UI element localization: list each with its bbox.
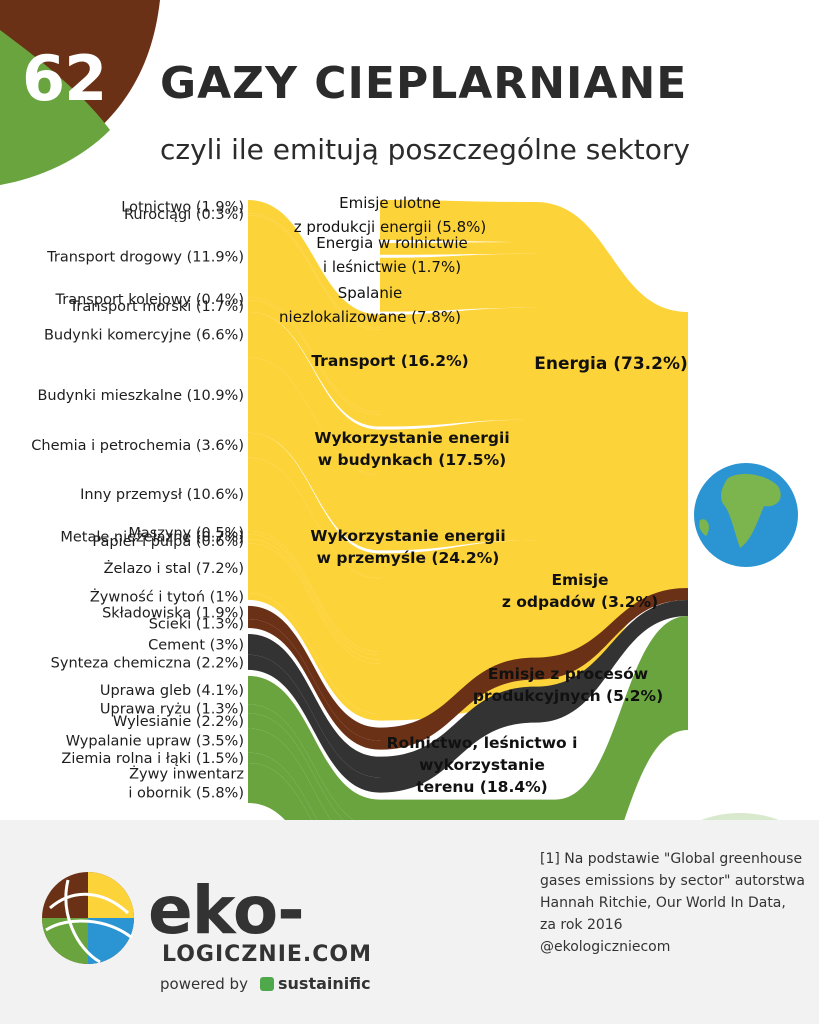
flow-band <box>248 539 380 664</box>
flow-band <box>380 307 535 427</box>
footer-panel <box>0 820 819 1024</box>
source-label: Uprawa gleb (4.1%) <box>100 683 244 699</box>
source-label: Maszyny (0.5%) <box>128 526 244 542</box>
node-label: z odpadów (3.2%) <box>502 593 658 611</box>
node-label: wykorzystanie <box>419 756 545 774</box>
source-label: Transport morski (1.7%) <box>69 299 244 315</box>
flow-band <box>248 300 380 427</box>
flow-band <box>380 253 535 312</box>
flow-band <box>380 419 535 551</box>
flow-band <box>248 654 380 793</box>
source-label: Żywy inwentarz <box>129 764 244 782</box>
source-label: Synteza chemiczna (2.2%) <box>51 655 244 671</box>
page-subtitle: czyli ile emitują poszczególne sektory <box>160 133 690 166</box>
node-label: w przemyśle (24.2%) <box>317 549 500 567</box>
source-line: [1] Na podstawie "Global greenhouse <box>540 851 803 867</box>
flow-band <box>380 242 535 255</box>
powered-by-label: powered by <box>160 975 248 993</box>
node-label: Spalanie <box>338 284 403 302</box>
flow-band <box>248 634 380 778</box>
node-label: z produkcji energii (5.8%) <box>294 218 487 236</box>
flow-band <box>248 543 380 714</box>
flow-band <box>535 202 688 708</box>
flow-band <box>248 534 380 660</box>
source-label: Wylesianie (2.2%) <box>113 714 244 730</box>
source-handle[interactable]: @ekologiczniecom <box>540 939 671 955</box>
flow-band <box>248 457 380 652</box>
source-label: Uprawa ryżu (1.3%) <box>100 702 244 718</box>
source-label: Inny przemysł (10.6%) <box>80 487 244 503</box>
source-label: Chemia i petrochemia (3.6%) <box>31 438 244 454</box>
sponsor-name: sustainific <box>278 974 371 993</box>
source-label: Rurociągi (0.3%) <box>124 207 244 223</box>
flow-band <box>535 600 688 723</box>
source-line: Hannah Ritchie, Our World In Data, <box>540 895 786 911</box>
flow-band <box>248 432 380 579</box>
node-label: Transport (16.2%) <box>311 352 468 370</box>
node-label: Wykorzystanie energii <box>314 429 509 447</box>
flow-band <box>248 357 380 551</box>
flow-band <box>248 297 380 415</box>
node-label: Emisje ulotne <box>339 194 441 212</box>
globe-continent <box>699 519 709 536</box>
source-label: Wypalanie upraw (3.5%) <box>66 733 244 749</box>
sponsor-logo[interactable]: sustainific <box>260 974 371 993</box>
logo-icon <box>42 872 134 964</box>
page-title: GAZY CIEPLARNIANE <box>160 58 688 109</box>
source-label: Transport drogowy (11.9%) <box>46 249 244 265</box>
source-label: Ścieki (1.3%) <box>149 615 244 633</box>
flow-band <box>535 588 688 680</box>
flow-band <box>380 686 535 793</box>
source-label: Żywność i tytoń (1%) <box>90 587 244 605</box>
flow-band <box>248 200 380 328</box>
node-label: Wykorzystanie energii <box>310 527 505 545</box>
source-label: Lotnictwo (1.9%) <box>121 200 244 216</box>
flow-band <box>248 752 380 887</box>
flow-band <box>248 530 380 655</box>
corner-decoration <box>0 30 110 185</box>
source-label: Budynki komercyjne (6.6%) <box>44 328 244 344</box>
source-label: Papier i pulpa (0.6%) <box>92 534 244 550</box>
flow-band <box>380 200 535 243</box>
flow-band <box>248 675 380 828</box>
flow-band <box>248 592 380 721</box>
source-line: za rok 2016 <box>540 917 623 933</box>
node-label: Energia w rolnictwie <box>316 234 467 252</box>
flow-band <box>248 311 380 476</box>
node-label: w budynkach (17.5%) <box>318 451 506 469</box>
source-label: Transport kolejowy (0.4%) <box>55 292 244 308</box>
flow-band <box>248 713 380 853</box>
flow-band <box>248 605 380 741</box>
leaf-icon <box>260 977 274 991</box>
node-label: niezlokalizowane (7.8%) <box>279 308 461 326</box>
node-label: terenu (18.4%) <box>416 778 548 796</box>
logo-domain[interactable]: LOGICZNIE.COM <box>162 942 373 967</box>
flow-band <box>248 619 380 750</box>
source-label: Budynki mieszkalne (10.9%) <box>37 388 244 404</box>
source-label: Metale nieżelazne (0.7%) <box>60 530 244 546</box>
source-label: Cement (3%) <box>148 637 244 653</box>
flow-band <box>248 215 380 413</box>
source-note: [1] Na podstawie "Global greenhouse gase… <box>540 848 805 958</box>
node-label-energy: Energia (73.2%) <box>534 354 688 374</box>
flow-layer <box>248 200 798 927</box>
source-label: Żelazo i stal (7.2%) <box>104 559 244 577</box>
source-line: gases emissions by sector" autorstwa <box>540 873 805 889</box>
flow-band <box>248 704 380 837</box>
infographic-number: 62 <box>22 42 107 115</box>
label-layer: Lotnictwo (1.9%)Rurociągi (0.3%) Transpor… <box>31 194 688 801</box>
node-label: produkcyjnych (5.2%) <box>473 687 663 705</box>
node-label: Emisje <box>551 571 608 589</box>
flow-band <box>380 657 535 750</box>
node-label: Emisje z procesów <box>488 665 648 683</box>
source-label: i obornik (5.8%) <box>128 785 244 801</box>
flow-band <box>248 213 380 330</box>
source-label: Ziemia rolna i łąki (1.5%) <box>61 751 244 767</box>
node-label: i leśnictwie (1.7%) <box>323 258 461 276</box>
node-label: Rolnictwo, leśnictwo i <box>387 734 578 752</box>
source-label: Składowiska (1.9%) <box>102 605 244 621</box>
globe-continent <box>721 473 781 548</box>
logo-wordmark[interactable]: eko- <box>148 872 305 949</box>
